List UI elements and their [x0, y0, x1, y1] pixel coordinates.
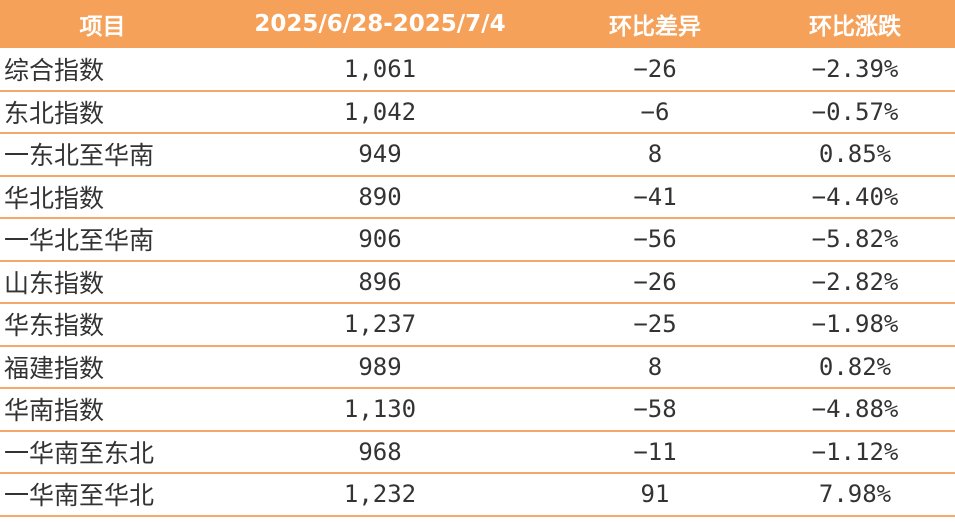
index-value: 989 — [205, 345, 555, 389]
index-value: 1,237 — [205, 303, 555, 347]
table-row: 综合指数 1,061 −26 −2.39% — [0, 48, 955, 92]
header-item: 项目 — [79, 14, 126, 40]
index-value: 896 — [205, 260, 555, 304]
header-row: 项目 2025/6/28-2025/7/4 环比差异 环比涨跌 — [0, 0, 955, 48]
row-label: 一华南至华北 — [0, 473, 205, 517]
index-value: 1,130 — [205, 388, 555, 432]
wow-change-value: 7.98% — [755, 473, 955, 517]
table-row: 一华南至华北 1,232 91 7.98% — [0, 473, 955, 517]
row-label: 东北指数 — [0, 90, 205, 134]
wow-change-value: −0.57% — [755, 90, 955, 134]
index-value: 968 — [205, 430, 555, 474]
wow-change-value: −2.82% — [755, 260, 955, 304]
wow-diff-value: −25 — [555, 303, 755, 347]
header-wow-diff: 环比差异 — [609, 14, 701, 40]
table-row: 一东北至华南 949 8 0.85% — [0, 133, 955, 177]
index-value: 1,042 — [205, 90, 555, 134]
table-row: 一华北至华南 906 −56 −5.82% — [0, 218, 955, 262]
row-label: 华东指数 — [0, 303, 205, 347]
wow-change-value: −1.98% — [755, 303, 955, 347]
wow-change-value: −4.88% — [755, 388, 955, 432]
wow-change-value: −2.39% — [755, 48, 955, 92]
wow-diff-value: −26 — [555, 48, 755, 92]
wow-diff-value: −6 — [555, 90, 755, 134]
index-value: 949 — [205, 133, 555, 177]
row-label: 福建指数 — [0, 345, 205, 389]
wow-diff-value: −58 — [555, 388, 755, 432]
wow-change-value: 0.82% — [755, 345, 955, 389]
row-label: 华南指数 — [0, 388, 205, 432]
index-value: 890 — [205, 175, 555, 219]
wow-diff-value: −56 — [555, 218, 755, 262]
wow-diff-value: 91 — [555, 473, 755, 517]
header-date-range: 2025/6/28-2025/7/4 — [254, 11, 506, 37]
index-value: 1,232 — [205, 473, 555, 517]
wow-change-value: −1.12% — [755, 430, 955, 474]
wow-diff-value: 8 — [555, 345, 755, 389]
table-row: 华南指数 1,130 −58 −4.88% — [0, 388, 955, 432]
row-label: 一华南至东北 — [0, 430, 205, 474]
wow-change-value: 0.85% — [755, 133, 955, 177]
table-row: 福建指数 989 8 0.82% — [0, 345, 955, 389]
wow-diff-value: −41 — [555, 175, 755, 219]
table-header: 项目 2025/6/28-2025/7/4 环比差异 环比涨跌 — [0, 0, 955, 48]
table-row: 山东指数 896 −26 −2.82% — [0, 260, 955, 304]
header-wow-change: 环比涨跌 — [809, 14, 901, 40]
table-row: 华东指数 1,237 −25 −1.98% — [0, 303, 955, 347]
row-label: 一华北至华南 — [0, 218, 205, 262]
wow-change-value: −4.40% — [755, 175, 955, 219]
table-row: 一华南至东北 968 −11 −1.12% — [0, 430, 955, 474]
row-label: 山东指数 — [0, 260, 205, 304]
index-value: 1,061 — [205, 48, 555, 92]
table-body: 综合指数 1,061 −26 −2.39% 东北指数 1,042 −6 −0.5… — [0, 48, 955, 517]
row-label: 一东北至华南 — [0, 133, 205, 177]
wow-diff-value: −26 — [555, 260, 755, 304]
table-row: 华北指数 890 −41 −4.40% — [0, 175, 955, 219]
index-value: 906 — [205, 218, 555, 262]
wow-change-value: −5.82% — [755, 218, 955, 262]
row-label: 华北指数 — [0, 175, 205, 219]
wow-diff-value: −11 — [555, 430, 755, 474]
table-row: 东北指数 1,042 −6 −0.57% — [0, 90, 955, 134]
row-label: 综合指数 — [0, 48, 205, 92]
wow-diff-value: 8 — [555, 133, 755, 177]
